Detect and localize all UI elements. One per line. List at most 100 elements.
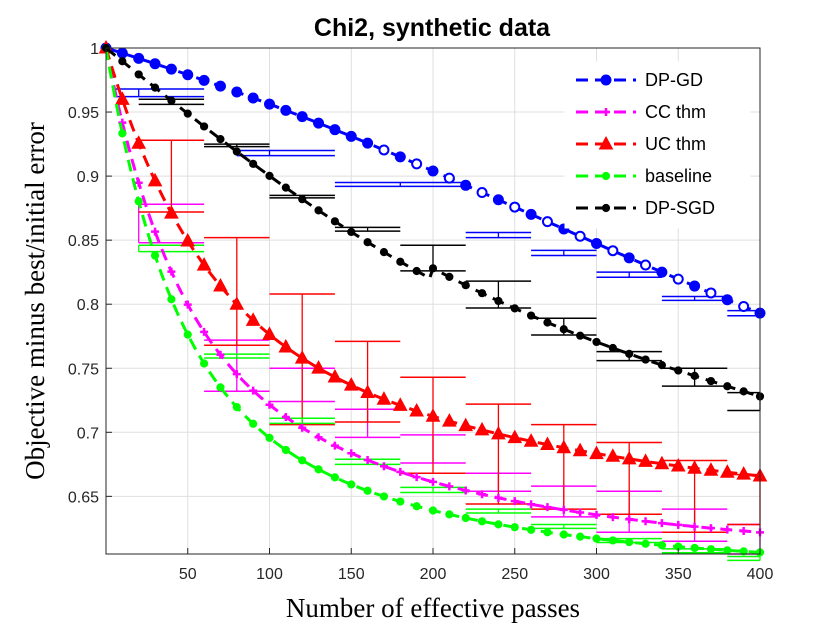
x-tick-label: 150	[338, 566, 365, 583]
data-point	[131, 135, 147, 149]
x-tick-label: 250	[501, 566, 528, 583]
data-point	[576, 508, 585, 517]
data-point	[541, 216, 553, 228]
data-point	[281, 183, 290, 192]
data-point	[602, 108, 610, 116]
legend-label: DP-SGD	[645, 198, 715, 218]
data-point	[183, 330, 192, 339]
data-point	[443, 172, 455, 184]
data-point	[670, 457, 686, 472]
x-tick-label: 400	[747, 566, 774, 583]
data-point	[591, 237, 602, 249]
data-point	[245, 312, 261, 326]
y-tick-label: 0.9	[77, 169, 99, 186]
data-point	[150, 251, 160, 260]
data-point	[264, 98, 275, 110]
data-point	[115, 91, 130, 105]
data-point	[167, 267, 176, 276]
data-point	[445, 510, 454, 519]
data-point	[705, 287, 717, 299]
legend-item-uc-thm: UC thm	[576, 134, 706, 154]
data-point	[723, 525, 732, 534]
data-point	[180, 232, 196, 247]
data-point	[429, 477, 437, 486]
data-point	[363, 456, 372, 465]
data-point	[654, 455, 670, 470]
data-point	[543, 318, 552, 327]
data-point	[706, 376, 716, 386]
series-dp-sgd	[101, 43, 765, 401]
data-point	[525, 208, 537, 220]
data-point	[494, 493, 503, 502]
data-point	[362, 137, 374, 149]
data-point	[461, 513, 470, 523]
data-point	[379, 462, 388, 471]
data-point	[330, 217, 339, 226]
data-point	[216, 350, 225, 359]
data-point	[347, 480, 356, 489]
data-point	[706, 524, 715, 533]
data-point	[265, 171, 274, 180]
data-point	[461, 281, 470, 290]
data-point	[474, 421, 490, 436]
data-point	[621, 450, 637, 465]
data-point	[689, 280, 701, 292]
chart-title: Chi2, synthetic data	[314, 14, 551, 42]
data-point	[327, 368, 343, 383]
data-point	[739, 547, 748, 556]
data-point	[229, 296, 245, 310]
data-point	[392, 397, 408, 411]
data-point	[738, 301, 750, 313]
data-point	[442, 413, 457, 427]
data-point	[739, 527, 748, 536]
data-point	[200, 327, 209, 336]
legend: DP-GD CC thm UC thm baseline DP-SGD	[564, 61, 751, 229]
data-point	[182, 69, 194, 81]
data-point	[736, 466, 751, 480]
data-point	[247, 92, 259, 104]
data-point	[200, 122, 209, 131]
data-point	[523, 433, 539, 447]
series-uc-thm	[98, 39, 768, 482]
data-point	[409, 402, 424, 417]
data-point	[134, 70, 143, 79]
data-point	[151, 227, 160, 236]
data-point	[347, 227, 356, 237]
data-point	[674, 366, 683, 375]
data-point	[690, 371, 699, 380]
data-point	[262, 326, 277, 340]
data-point	[641, 517, 650, 526]
data-point	[572, 442, 588, 457]
series-dp-gd	[100, 42, 766, 319]
data-point	[527, 500, 536, 509]
data-point	[674, 520, 683, 529]
data-point	[476, 187, 488, 199]
data-point	[623, 252, 635, 264]
legend-item-dp-gd: DP-GD	[576, 70, 703, 90]
data-point	[600, 74, 612, 86]
data-point	[641, 539, 650, 548]
data-point	[657, 541, 667, 550]
data-point	[721, 294, 733, 306]
data-point	[196, 257, 212, 271]
x-tick-label: 300	[583, 566, 610, 583]
y-tick-label: 0.75	[68, 361, 99, 378]
data-point	[314, 206, 323, 215]
x-tick-label: 200	[420, 566, 447, 583]
data-point	[216, 383, 225, 392]
data-point	[507, 429, 523, 444]
data-point	[298, 456, 307, 465]
data-point	[445, 482, 454, 491]
data-point	[527, 311, 536, 320]
data-point	[149, 58, 161, 70]
data-point	[183, 109, 192, 118]
x-tick-label: 50	[179, 566, 197, 583]
data-point	[214, 80, 226, 92]
data-point	[249, 159, 258, 168]
data-point	[150, 83, 160, 92]
data-point	[739, 387, 748, 396]
data-point	[133, 52, 145, 64]
data-point	[723, 546, 732, 555]
data-point	[657, 519, 666, 528]
data-point	[510, 497, 519, 506]
